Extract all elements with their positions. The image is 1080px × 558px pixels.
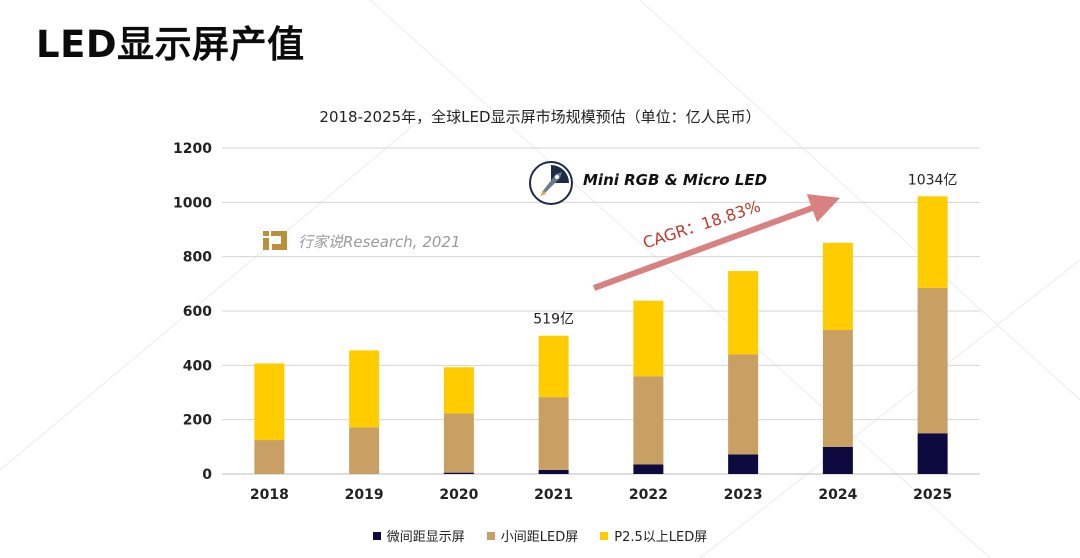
- page-title: LED显示屏产值: [36, 23, 305, 66]
- x-tick-label: 2025: [913, 487, 952, 503]
- legend-swatch: [372, 531, 381, 540]
- bar-segment-2022-s1: [633, 376, 664, 465]
- bar-segment-2024-s1: [822, 330, 853, 447]
- x-tick-label: 2020: [439, 487, 478, 503]
- bar-segment-2018-s1: [254, 440, 285, 474]
- x-tick-label: 2019: [345, 487, 384, 503]
- bar-segment-2021-s0: [538, 469, 569, 474]
- y-tick-label: 0: [202, 467, 212, 483]
- watermark-logo-icon: [263, 231, 287, 250]
- bar-segment-2021-s2: [538, 335, 569, 398]
- y-tick-label: 400: [183, 358, 212, 374]
- legend-label: 小间距LED屏: [500, 530, 579, 545]
- rocket-icon: [529, 161, 573, 205]
- mini-rgb-badge-label: Mini RGB & Micro LED: [583, 171, 768, 189]
- x-tick-label: 2024: [818, 487, 857, 503]
- bar-segment-2025-s2: [917, 196, 948, 288]
- y-tick-label: 1000: [173, 195, 212, 211]
- y-tick-label: 1200: [173, 141, 212, 157]
- y-tick-label: 800: [183, 250, 212, 266]
- watermark-text: 行家说Research, 2021: [298, 233, 461, 251]
- bar-segment-2020-s2: [443, 367, 474, 414]
- x-tick-label: 2022: [629, 487, 668, 503]
- bar-segment-2018-s2: [254, 363, 285, 441]
- bar-segment-2021-s1: [538, 397, 569, 470]
- legend-swatch: [600, 531, 609, 540]
- bar-segment-2024-s2: [822, 242, 853, 331]
- bar-segment-2020-s1: [443, 413, 474, 473]
- bar-segment-2023-s1: [728, 354, 759, 455]
- y-tick-label: 600: [183, 304, 212, 320]
- bar-segment-2023-s2: [728, 271, 759, 355]
- bar-segment-2025-s0: [917, 433, 948, 474]
- legend-item: 小间距LED屏: [486, 526, 579, 545]
- legend-label: P2.5以上LED屏: [614, 530, 708, 545]
- bar-segment-2019-s2: [349, 350, 380, 428]
- bar-segment-2025-s1: [917, 287, 948, 434]
- bar-segment-2020-s0: [443, 472, 474, 474]
- legend-swatch: [486, 531, 495, 540]
- bar-total-label: 519亿: [533, 312, 574, 328]
- legend-item: P2.5以上LED屏: [600, 526, 707, 545]
- chart-title: 2018-2025年，全球LED显示屏市场规模预估（单位：亿人民币）: [319, 108, 761, 126]
- x-tick-label: 2021: [534, 487, 573, 503]
- bar-segment-2019-s1: [349, 427, 380, 474]
- x-tick-label: 2018: [250, 487, 289, 503]
- bar-total-label: 1034亿: [908, 172, 958, 188]
- legend-item: 微间距显示屏: [372, 526, 465, 545]
- cagr-arrow: [592, 194, 841, 291]
- y-tick-label: 200: [183, 413, 212, 429]
- legend-label: 微间距显示屏: [386, 530, 465, 545]
- chart-legend: 微间距显示屏 小间距LED屏 P2.5以上LED屏: [0, 526, 1080, 545]
- bar-segment-2022-s0: [633, 464, 664, 474]
- x-tick-label: 2023: [724, 487, 763, 503]
- bar-segment-2024-s0: [822, 446, 853, 474]
- bar-segment-2023-s0: [728, 454, 759, 474]
- bar-segment-2022-s2: [633, 300, 664, 377]
